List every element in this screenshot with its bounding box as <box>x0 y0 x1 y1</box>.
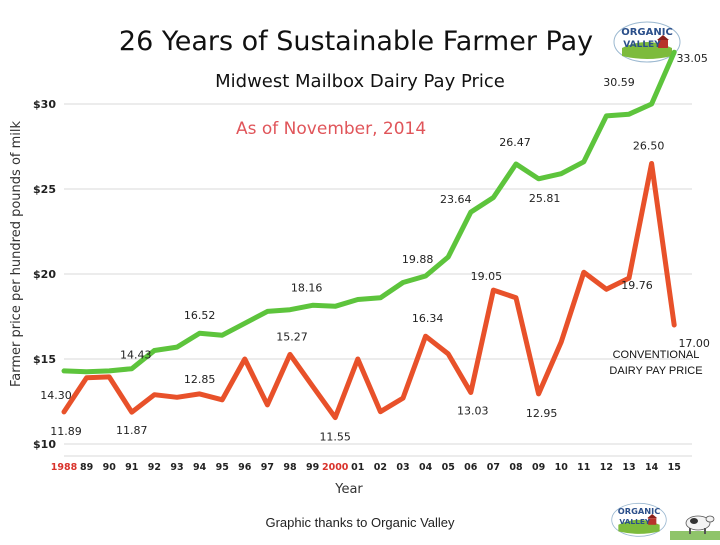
y-axis-label: Farmer price per hundred pounds of milk <box>9 121 24 388</box>
x-tick-label: 08 <box>509 462 523 473</box>
credit-text: Graphic thanks to Organic Valley <box>265 515 455 530</box>
logo-text-organic: ORGANIC <box>621 27 673 38</box>
x-tick-label: 01 <box>351 462 364 473</box>
x-tick-label: 93 <box>170 462 183 473</box>
x-tick-label: 05 <box>442 462 455 473</box>
conventional-data-label: 17.00 <box>678 337 710 350</box>
conventional-data-label: 11.87 <box>116 424 148 437</box>
logo-text-valley: VALLEY <box>619 517 651 526</box>
conventional-data-label: 15.27 <box>276 330 308 343</box>
x-tick-label: 02 <box>374 462 387 473</box>
organic-valley-logo-bottom: ORGANIC VALLEY <box>610 500 668 538</box>
x-tick-label: 97 <box>261 462 274 473</box>
x-tick-label: 95 <box>216 462 229 473</box>
x-tick-label: 91 <box>125 462 138 473</box>
y-tick-label: $30 <box>33 98 56 111</box>
organic-data-label: 33.05 <box>676 52 708 65</box>
conventional-series-label: CONVENTIONAL DAIRY PAY PRICE <box>609 349 703 377</box>
y-tick-label: $15 <box>33 353 56 366</box>
date-note: As of November, 2014 <box>236 119 427 139</box>
x-axis-label: Year <box>334 482 363 497</box>
chart-title: 26 Years of Sustainable Farmer Pay <box>118 26 594 57</box>
x-tick-label: 03 <box>396 462 409 473</box>
chart-subtitle: Midwest Mailbox Dairy Pay Price <box>215 71 505 92</box>
organic-series-line <box>61 49 677 375</box>
x-tick-label: 06 <box>464 462 478 473</box>
x-tick-label: 11 <box>577 462 590 473</box>
conventional-data-label: 11.55 <box>319 431 351 444</box>
conventional-series-line <box>61 161 677 421</box>
y-tick-label: $25 <box>33 183 56 196</box>
y-axis-ticks: $10 $15 $20 $25 $30 <box>33 98 56 451</box>
x-axis-ticks: 1988 89 90 91 92 93 94 95 96 97 98 99 2000 01 02 03 04 05… <box>51 462 681 473</box>
x-tick-label: 10 <box>555 462 569 473</box>
x-tick-label: 15 <box>668 462 681 473</box>
organic-data-label: 16.52 <box>184 309 216 322</box>
x-tick-label: 2000 <box>322 462 349 473</box>
organic-data-label: 23.64 <box>440 193 472 206</box>
x-tick-label: 98 <box>283 462 297 473</box>
x-tick-label: 89 <box>80 462 93 473</box>
y-tick-label: $20 <box>33 268 56 281</box>
conventional-data-label: 26.50 <box>633 140 665 153</box>
conventional-data-label: 19.05 <box>471 270 503 283</box>
x-tick-label: 92 <box>148 462 161 473</box>
x-tick-label: 07 <box>487 462 500 473</box>
conventional-data-label: 19.76 <box>621 279 653 292</box>
organic-data-label: 14.30 <box>40 389 72 402</box>
x-tick-label: 04 <box>419 462 433 473</box>
conventional-data-label: 16.34 <box>412 312 444 325</box>
x-tick-label: 13 <box>622 462 635 473</box>
x-tick-label: 99 <box>306 462 319 473</box>
logo-text-valley: VALLEY <box>623 40 661 50</box>
series-lines <box>61 49 677 421</box>
cow-illustration <box>670 505 720 540</box>
conventional-data-label: 11.89 <box>50 425 82 438</box>
conventional-data-label: 12.85 <box>184 373 216 386</box>
conventional-data-label: 12.95 <box>526 407 558 420</box>
x-tick-label: 14 <box>645 462 659 473</box>
grid-lines <box>64 103 692 457</box>
data-labels: 14.30 14.43 16.52 18.16 19.88 23.64 26.47 25.81… <box>40 52 710 444</box>
organic-data-label: 30.59 <box>603 76 635 89</box>
x-tick-label: 94 <box>193 462 207 473</box>
y-tick-label: $10 <box>33 438 56 451</box>
logo-text-organic: ORGANIC <box>618 506 661 516</box>
organic-valley-logo-top: ORGANIC VALLEY <box>612 18 682 64</box>
conventional-data-label: 13.03 <box>457 404 489 417</box>
x-tick-label: 1988 <box>51 462 78 473</box>
organic-data-label: 18.16 <box>291 281 323 294</box>
organic-data-label: 26.47 <box>499 136 531 149</box>
organic-data-label: 25.81 <box>529 192 561 205</box>
organic-data-label: 14.43 <box>120 349 152 362</box>
x-tick-label: 90 <box>103 462 117 473</box>
x-tick-label: 12 <box>600 462 613 473</box>
organic-data-label: 19.88 <box>402 253 434 266</box>
x-tick-label: 09 <box>532 462 545 473</box>
x-tick-label: 96 <box>238 462 252 473</box>
